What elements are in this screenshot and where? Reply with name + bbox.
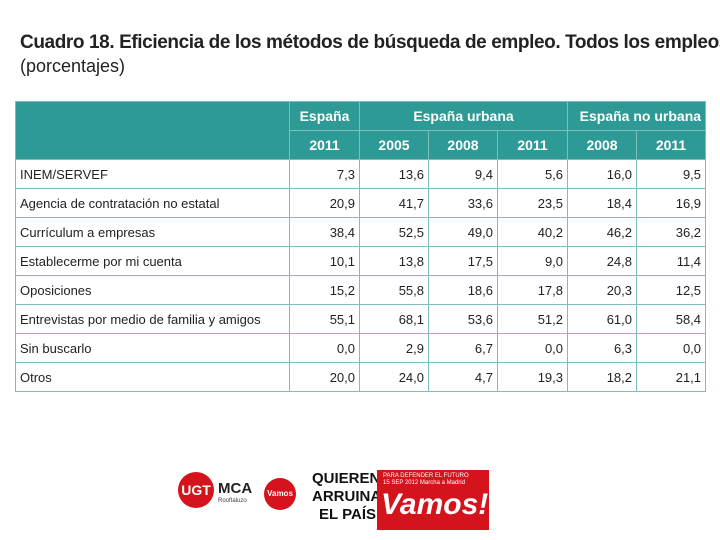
value-cell: 46,2: [567, 217, 638, 247]
value-cell: 0,0: [289, 333, 360, 363]
value-cell: 18,2: [567, 362, 638, 392]
value-cell: 20,3: [567, 275, 638, 305]
value-cell: 68,1: [359, 304, 429, 334]
value-cell: 61,0: [567, 304, 638, 334]
value-cell: 6,3: [567, 333, 638, 363]
banner-text: Vamos!: [381, 488, 489, 521]
value-cell: 7,3: [289, 159, 360, 189]
value-cell: 21,1: [636, 362, 707, 392]
header-blank: [15, 101, 290, 160]
row-label: INEM/SERVEF: [15, 159, 290, 189]
value-cell: 49,0: [428, 217, 498, 247]
slogan-line: QUIEREN: [312, 470, 381, 487]
year-header: 2011: [496, 130, 569, 160]
year-header: 2008: [428, 130, 498, 160]
value-cell: 17,5: [428, 246, 498, 276]
value-cell: 9,0: [496, 246, 569, 276]
value-cell: 20,0: [289, 362, 360, 392]
value-cell: 16,9: [636, 188, 707, 218]
value-cell: 36,2: [636, 217, 707, 247]
value-cell: 10,1: [289, 246, 360, 276]
banner-date: 15 SEP 2012 Marcha a Madrid: [383, 480, 465, 486]
value-cell: 2,9: [359, 333, 429, 363]
row-label: Oposiciones: [15, 275, 290, 305]
value-cell: 15,2: [289, 275, 360, 305]
mca-sub: Rooftaluzo: [218, 498, 247, 504]
value-cell: 55,8: [359, 275, 429, 305]
value-cell: 12,5: [636, 275, 707, 305]
ugt-logo: UGT: [178, 472, 214, 508]
value-cell: 33,6: [428, 188, 498, 218]
value-cell: 0,0: [496, 333, 569, 363]
value-cell: 23,5: [496, 188, 569, 218]
row-label: Entrevistas por medio de familia y amigo…: [15, 304, 290, 334]
value-cell: 24,8: [567, 246, 638, 276]
value-cell: 40,2: [496, 217, 569, 247]
data-row: Currículum a empresas 38,4 52,5 49,0 40,2 46,…: [15, 217, 707, 247]
row-label: Sin buscarlo: [15, 333, 290, 363]
row-label: Currículum a empresas: [15, 217, 290, 247]
group-header: España urbana: [358, 101, 569, 131]
value-cell: 41,7: [359, 188, 429, 218]
slogan-line: EL PAÍS: [319, 506, 376, 523]
value-cell: 9,5: [636, 159, 707, 189]
value-cell: 55,1: [289, 304, 360, 334]
group-header: España no urbana: [567, 101, 707, 131]
title: Cuadro 18. Eficiencia de los métodos de …: [20, 32, 720, 53]
data-row: Otros 20,0 24,0 4,7 19,3 18,2 21,1: [15, 362, 707, 392]
value-cell: 13,8: [359, 246, 429, 276]
year-header: 2011: [636, 130, 707, 160]
data-row: Oposiciones 15,2 55,8 18,6 17,8 20,3 12,5: [15, 275, 707, 305]
slogan-line: ARRUINAR: [312, 488, 392, 505]
data-row: Establecerme por mi cuenta 10,1 13,8 17,5 9,…: [15, 246, 707, 276]
value-cell: 6,7: [428, 333, 498, 363]
mca-logo: MCA: [218, 480, 253, 497]
banner-top: PARA DEFENDER EL FUTURO: [383, 473, 469, 479]
year-header: 2011: [289, 130, 360, 160]
value-cell: 20,9: [289, 188, 360, 218]
row-label: Agencia de contratación no estatal: [15, 188, 290, 218]
row-label: Otros: [15, 362, 290, 392]
group-header: España: [289, 101, 360, 131]
value-cell: 51,2: [496, 304, 569, 334]
data-row: INEM/SERVEF 7,3 13,6 9,4 5,6 16,0 9,5: [15, 159, 707, 189]
table: España España urbana España no urbana 2011 2…: [15, 101, 707, 392]
value-cell: 53,6: [428, 304, 498, 334]
value-cell: 52,5: [359, 217, 429, 247]
value-cell: 58,4: [636, 304, 707, 334]
value-cell: 19,3: [496, 362, 569, 392]
value-cell: 5,6: [496, 159, 569, 189]
row-label: Establecerme por mi cuenta: [15, 246, 290, 276]
value-cell: 9,4: [428, 159, 498, 189]
value-cell: 18,4: [567, 188, 638, 218]
data-row: Sin buscarlo 0,0 2,9 6,7 0,0 6,3 0,0: [15, 333, 707, 363]
value-cell: 18,6: [428, 275, 498, 305]
slogan: QUIEREN ARRUINAR EL PAÍS: [312, 470, 392, 524]
subtitle: (porcentajes): [20, 56, 126, 76]
value-cell: 13,6: [359, 159, 429, 189]
data-row: Entrevistas por medio de familia y amigo…: [15, 304, 707, 334]
year-row: 2011 2005 2008 2011 2008 2011: [16, 130, 707, 160]
value-cell: 38,4: [289, 217, 360, 247]
header-row: España España urbana España no urbana: [15, 101, 707, 160]
vamos-logo: Vamos: [264, 478, 296, 510]
year-header: 2005: [359, 130, 429, 160]
value-cell: 24,0: [359, 362, 429, 392]
year-header: 2008: [567, 130, 638, 160]
value-cell: 16,0: [567, 159, 638, 189]
value-cell: 4,7: [428, 362, 498, 392]
banner: PARA DEFENDER EL FUTURO 15 SEP 2012 Marc…: [377, 470, 489, 530]
value-cell: 0,0: [636, 333, 707, 363]
value-cell: 17,8: [496, 275, 569, 305]
data-row: Agencia de contratación no estatal 20,9 41…: [15, 188, 707, 218]
value-cell: 11,4: [636, 246, 707, 276]
